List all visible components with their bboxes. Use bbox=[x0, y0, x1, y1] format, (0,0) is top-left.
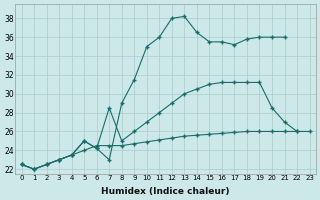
X-axis label: Humidex (Indice chaleur): Humidex (Indice chaleur) bbox=[101, 187, 230, 196]
